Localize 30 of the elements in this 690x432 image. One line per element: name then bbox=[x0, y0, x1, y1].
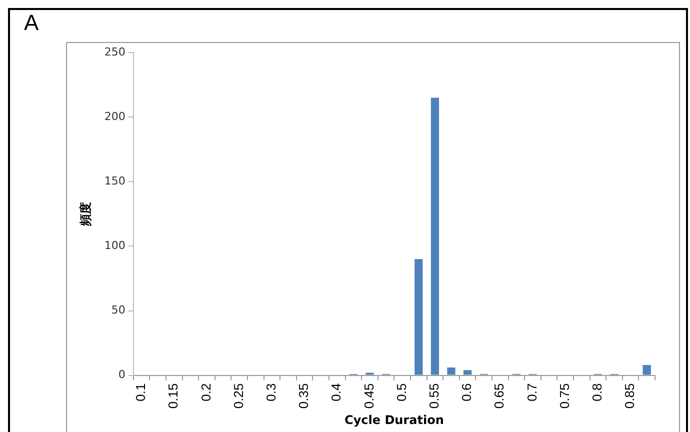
bar bbox=[447, 368, 456, 375]
x-axis-title: Cycle Duration bbox=[344, 412, 444, 427]
x-tick-label: 0.35 bbox=[296, 383, 312, 409]
x-tick-label: 0.15 bbox=[166, 383, 181, 409]
y-tick-label: 150 bbox=[104, 174, 126, 188]
y-tick-label: 0 bbox=[118, 368, 126, 382]
y-tick-label: 200 bbox=[104, 110, 126, 123]
x-tick-label: 0.65 bbox=[492, 383, 507, 409]
x-tick-label: 0.25 bbox=[230, 383, 246, 409]
x-tick-label: 0.5 bbox=[394, 383, 409, 402]
x-tick-label: 0.8 bbox=[590, 383, 605, 402]
bar bbox=[642, 364, 651, 375]
y-tick-label: 50 bbox=[111, 304, 126, 317]
x-tick-label: 0.4 bbox=[328, 383, 344, 402]
x-tick-label: 0.2 bbox=[198, 383, 214, 402]
chart-title: A bbox=[24, 10, 39, 36]
x-tick-label: 0.45 bbox=[361, 383, 376, 409]
x-tick-label: 0.75 bbox=[556, 383, 572, 409]
bar bbox=[414, 259, 423, 375]
x-tick-label: 0.55 bbox=[426, 383, 442, 409]
x-tick-label: 0.7 bbox=[524, 383, 540, 402]
y-axis-title: 頻度 bbox=[78, 202, 92, 227]
y-tick-label: 100 bbox=[104, 239, 126, 252]
x-tick-label: 0.85 bbox=[622, 383, 638, 409]
bar bbox=[430, 98, 440, 375]
x-tick-label: 0.6 bbox=[459, 383, 474, 402]
bar bbox=[463, 370, 472, 375]
x-tick-label: 0.3 bbox=[264, 383, 279, 402]
y-tick-label: 250 bbox=[104, 45, 126, 58]
x-tick-label: 0.1 bbox=[133, 383, 148, 402]
